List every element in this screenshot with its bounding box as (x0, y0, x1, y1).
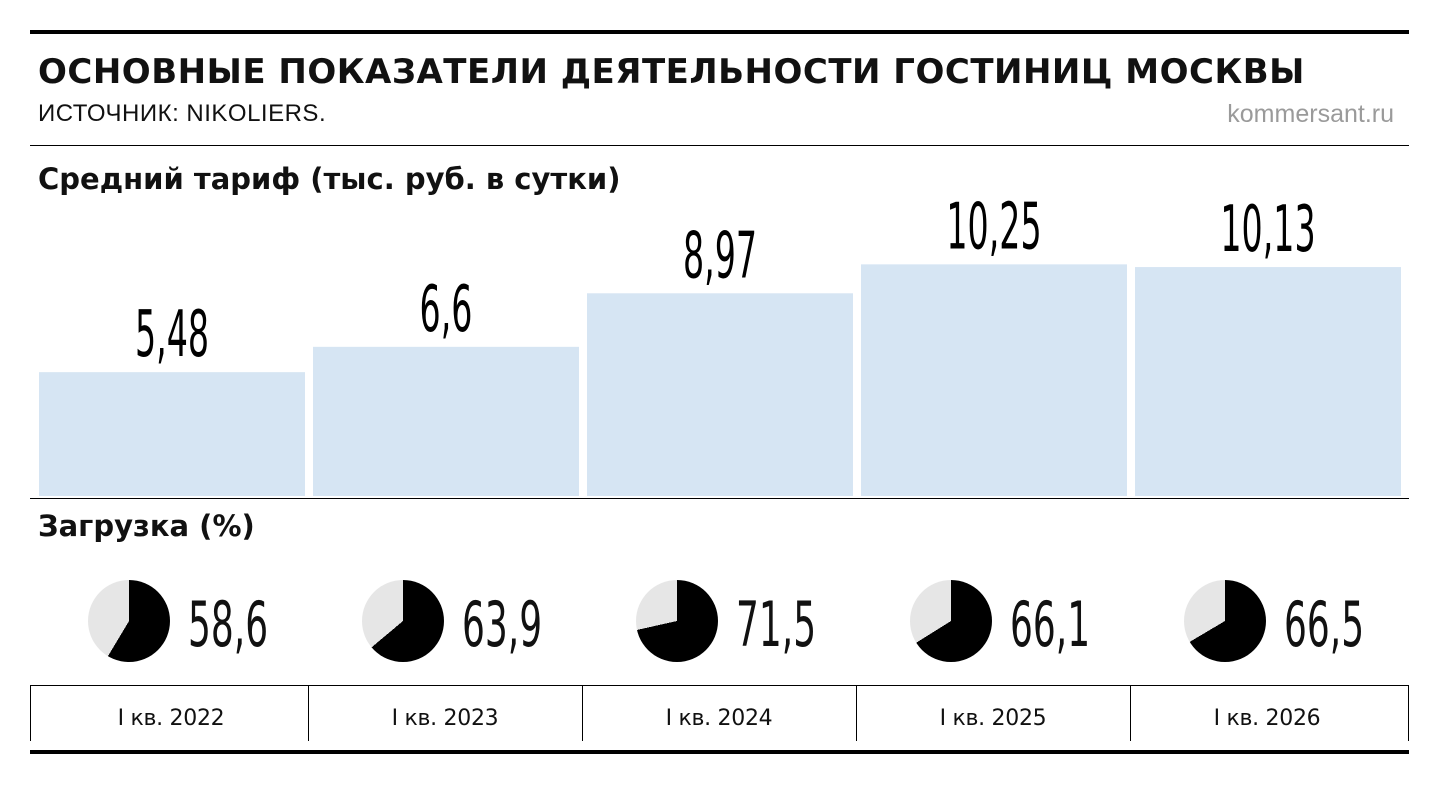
load-value-label-1: 58,6 (188, 588, 269, 661)
tariff-value-label-1: 5,48 (135, 298, 209, 372)
site-credit: kommersant.ru (1227, 100, 1394, 128)
load-pie-4 (910, 580, 992, 662)
load-pie-disc-2 (362, 580, 444, 662)
source-note: ИСТОЧНИК: NIKOLIERS. (38, 100, 327, 127)
bars-baseline (30, 498, 1409, 499)
load-pie-disc-1 (88, 580, 170, 662)
column-divider-3 (582, 686, 583, 741)
bottom-rule (30, 750, 1409, 754)
tariff-value-label-4: 10,25 (946, 191, 1041, 265)
load-value-label-3: 71,5 (736, 588, 817, 661)
top-rule (30, 30, 1409, 34)
column-divider-6 (1408, 686, 1409, 741)
tariff-bar-1 (39, 372, 305, 496)
column-divider-5 (1130, 686, 1131, 741)
tariff-bar-5 (1135, 267, 1401, 496)
tariff-bar-3 (587, 293, 853, 496)
tariff-value-label-2: 6,6 (420, 273, 473, 347)
category-label-4: I кв. 2025 (939, 706, 1047, 731)
tariff-section-title: Средний тариф (тыс. руб. в сутки) (38, 162, 621, 196)
load-pie-disc-5 (1184, 580, 1266, 662)
tariff-value-label-5: 10,13 (1220, 193, 1315, 267)
load-pie-disc-4 (910, 580, 992, 662)
category-label-3: I кв. 2024 (665, 706, 773, 731)
column-divider-2 (308, 686, 309, 741)
load-pie-3 (636, 580, 718, 662)
load-value-label-5: 66,5 (1284, 588, 1365, 661)
category-label-1: I кв. 2022 (117, 706, 225, 731)
tariff-value-label-3: 8,97 (683, 220, 757, 294)
tariff-bar-2 (313, 346, 579, 496)
load-section-title: Загрузка (%) (38, 509, 255, 543)
header-rule (30, 145, 1409, 146)
category-rule (30, 685, 1409, 686)
tariff-bar-4 (861, 264, 1127, 496)
category-label-2: I кв. 2023 (391, 706, 499, 731)
load-value-label-4: 66,1 (1010, 588, 1091, 661)
load-pie-2 (362, 580, 444, 662)
load-value-label-2: 63,9 (462, 588, 543, 661)
load-pie-5 (1184, 580, 1266, 662)
column-divider-4 (856, 686, 857, 741)
column-divider-1 (30, 686, 31, 741)
load-pie-disc-3 (636, 580, 718, 662)
load-pie-1 (88, 580, 170, 662)
category-label-5: I кв. 2026 (1213, 706, 1321, 731)
chart-title: ОСНОВНЫЕ ПОКАЗАТЕЛИ ДЕЯТЕЛЬНОСТИ ГОСТИНИ… (38, 52, 1305, 92)
